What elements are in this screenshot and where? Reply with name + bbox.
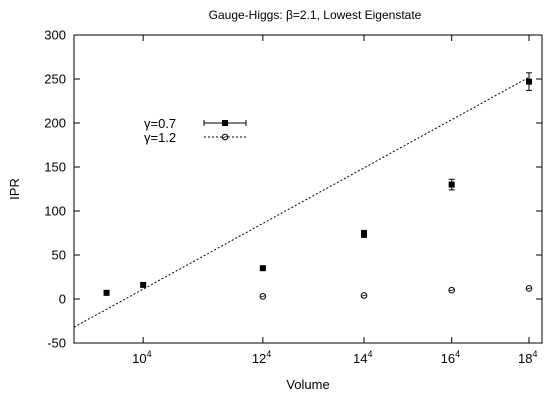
y-tick-label: 300 bbox=[44, 28, 66, 43]
x-tick-label: 144 bbox=[353, 349, 372, 366]
data-point-slash bbox=[361, 294, 367, 297]
series-gamma-0.7 bbox=[103, 72, 532, 296]
x-tick-labels: 104 124 144 164 184 bbox=[132, 349, 537, 366]
x-tick-label: 124 bbox=[252, 349, 271, 366]
data-point bbox=[103, 289, 110, 296]
x-tick-label: 104 bbox=[132, 349, 151, 366]
legend: γ=0.7 γ=1.2 bbox=[144, 116, 247, 145]
y-tick-marks bbox=[74, 34, 542, 344]
y-tick-label: 250 bbox=[44, 72, 66, 87]
legend-marker-slash bbox=[222, 136, 228, 138]
x-tick-label: 184 bbox=[518, 349, 537, 366]
fit-line bbox=[73, 76, 530, 328]
y-tick-label: 0 bbox=[59, 292, 66, 307]
y-tick-label: 200 bbox=[44, 116, 66, 131]
data-point-slash bbox=[260, 295, 266, 298]
data-point-slash bbox=[526, 287, 532, 290]
legend-label-gamma-0.7: γ=0.7 bbox=[144, 116, 176, 131]
y-tick-label: -50 bbox=[47, 336, 66, 351]
x-tick-marks bbox=[142, 35, 530, 343]
x-tick-label: 164 bbox=[441, 349, 460, 366]
y-tick-label: 100 bbox=[44, 204, 66, 219]
y-tick-label: 50 bbox=[52, 248, 66, 263]
y-axis-label: IPR bbox=[7, 178, 22, 200]
data-point bbox=[259, 265, 266, 272]
legend-sample-gamma-1.2 bbox=[204, 133, 246, 141]
legend-marker bbox=[222, 120, 228, 126]
data-point-slash bbox=[449, 289, 455, 292]
data-point bbox=[448, 181, 455, 188]
chart-title: Gauge-Higgs: β=2.1, Lowest Eigenstate bbox=[209, 8, 422, 22]
legend-sample-gamma-0.7 bbox=[203, 120, 247, 126]
data-point bbox=[361, 230, 368, 237]
data-point bbox=[526, 78, 532, 85]
y-tick-labels: -50 0 50 100 150 200 250 300 bbox=[44, 28, 66, 351]
x-axis-label: Volume bbox=[286, 377, 329, 392]
series-gamma-1.2 bbox=[259, 285, 533, 300]
legend-label-gamma-1.2: γ=1.2 bbox=[144, 130, 176, 145]
data-point bbox=[140, 281, 147, 288]
plot-frame bbox=[73, 34, 543, 344]
y-tick-label: 150 bbox=[44, 160, 66, 175]
